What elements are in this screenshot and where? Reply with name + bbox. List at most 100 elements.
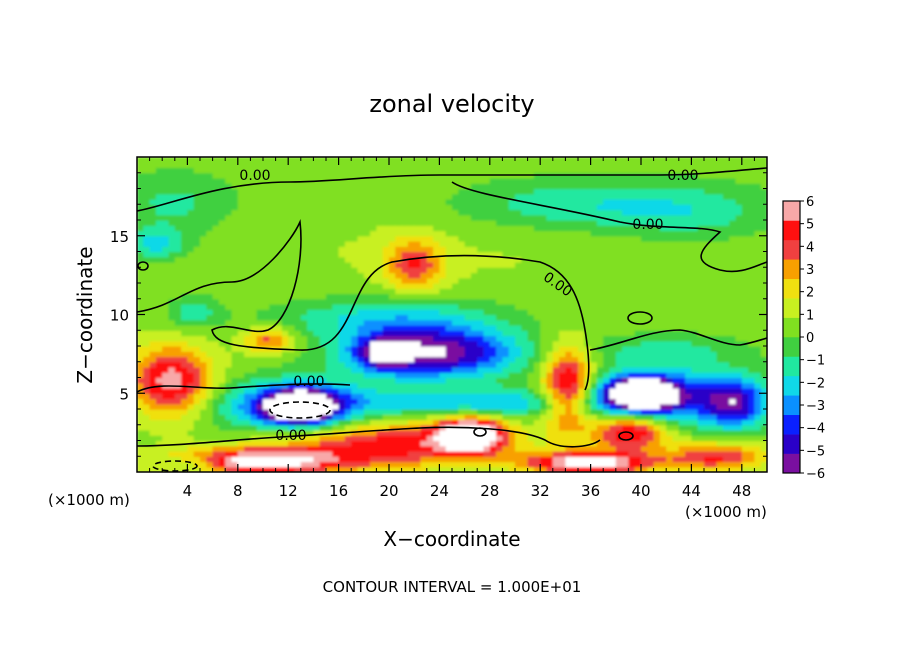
heatmap-cell	[489, 262, 497, 268]
heatmap-cell	[414, 330, 422, 337]
heatmap-cell	[231, 330, 239, 337]
heatmap-cell	[426, 262, 434, 268]
heatmap-cell	[445, 246, 453, 253]
heatmap-cell	[300, 204, 308, 211]
heatmap-cell	[502, 188, 510, 195]
heatmap-cell	[433, 393, 440, 400]
heatmap-cell	[300, 251, 308, 258]
heatmap-cell	[256, 214, 264, 221]
heatmap-cell	[370, 199, 377, 205]
heatmap-cell	[464, 435, 472, 442]
heatmap-cell	[187, 214, 195, 221]
heatmap-cell	[458, 393, 466, 400]
heatmap-cell	[470, 393, 478, 400]
heatmap-cell	[187, 451, 195, 457]
heatmap-cell	[439, 335, 447, 342]
heatmap-cell	[401, 262, 409, 268]
heatmap-cell	[269, 403, 277, 410]
heatmap-cell	[206, 325, 214, 331]
heatmap-cell	[395, 325, 403, 331]
heatmap-cell	[332, 298, 340, 305]
heatmap-cell	[149, 178, 157, 184]
heatmap-cell	[351, 414, 359, 421]
heatmap-cell	[622, 456, 629, 463]
heatmap-cell	[193, 178, 201, 184]
heatmap-cell	[181, 157, 188, 163]
heatmap-cell	[237, 283, 245, 289]
heatmap-cell	[288, 403, 296, 410]
heatmap-cell	[149, 424, 157, 431]
heatmap-cell	[206, 335, 214, 342]
heatmap-cell	[578, 256, 585, 263]
heatmap-cell	[483, 283, 491, 289]
heatmap-cell	[439, 377, 447, 384]
heatmap-cell	[489, 393, 497, 400]
heatmap-cell	[477, 193, 485, 200]
heatmap-cell	[294, 178, 302, 184]
heatmap-cell	[647, 309, 655, 316]
heatmap-cell	[533, 256, 541, 263]
heatmap-cell	[256, 178, 264, 184]
heatmap-cell	[395, 367, 403, 373]
heatmap-cell	[659, 388, 667, 394]
heatmap-cell	[653, 183, 661, 190]
heatmap-cell	[376, 398, 384, 405]
heatmap-cell	[477, 461, 485, 468]
heatmap-cell	[351, 319, 359, 326]
heatmap-cell	[143, 209, 151, 216]
heatmap-cell	[382, 440, 390, 447]
heatmap-cell	[439, 461, 447, 468]
heatmap-cell	[559, 230, 566, 237]
heatmap-cell	[590, 256, 598, 263]
heatmap-cell	[622, 461, 629, 468]
heatmap-cell	[464, 298, 472, 305]
heatmap-cell	[426, 235, 434, 242]
heatmap-cell	[137, 440, 144, 447]
heatmap-cell	[407, 178, 415, 184]
heatmap-cell	[174, 461, 182, 468]
heatmap-cell	[218, 456, 226, 463]
heatmap-cell	[571, 335, 579, 342]
heatmap-cell	[181, 246, 188, 253]
heatmap-cell	[338, 277, 346, 284]
heatmap-cell	[533, 330, 541, 337]
heatmap-cell	[269, 188, 277, 195]
heatmap-cell	[218, 424, 226, 431]
heatmap-cell	[200, 456, 207, 463]
heatmap-cell	[187, 466, 195, 472]
heatmap-cell	[641, 272, 648, 279]
heatmap-cell	[162, 172, 170, 179]
heatmap-cell	[357, 214, 365, 221]
heatmap-cell	[382, 445, 390, 452]
heatmap-cell	[483, 340, 491, 347]
heatmap-cell	[653, 424, 661, 431]
heatmap-cell	[470, 262, 478, 268]
heatmap-cell	[218, 367, 226, 373]
heatmap-cell	[590, 235, 598, 242]
heatmap-cell	[527, 409, 535, 415]
heatmap-cell	[521, 157, 529, 163]
heatmap-cell	[433, 361, 440, 368]
heatmap-cell	[181, 309, 188, 316]
heatmap-cell	[237, 340, 245, 347]
heatmap-cell	[578, 466, 585, 472]
heatmap-cell	[332, 340, 340, 347]
heatmap-cell	[502, 204, 510, 211]
heatmap-cell	[477, 298, 485, 305]
heatmap-cell	[326, 340, 333, 347]
heatmap-cell	[483, 430, 491, 436]
heatmap-cell	[464, 188, 472, 195]
heatmap-cell	[502, 440, 510, 447]
heatmap-cell	[546, 220, 554, 226]
heatmap-cell	[225, 335, 233, 342]
heatmap-cell	[615, 293, 623, 300]
heatmap-cell	[515, 372, 522, 379]
heatmap-cell	[143, 393, 151, 400]
heatmap-cell	[193, 251, 201, 258]
heatmap-cell	[332, 188, 340, 195]
heatmap-cell	[584, 230, 592, 237]
heatmap-cell	[168, 193, 176, 200]
heatmap-cell	[603, 346, 611, 352]
heatmap-cell	[653, 440, 661, 447]
heatmap-cell	[281, 246, 289, 253]
